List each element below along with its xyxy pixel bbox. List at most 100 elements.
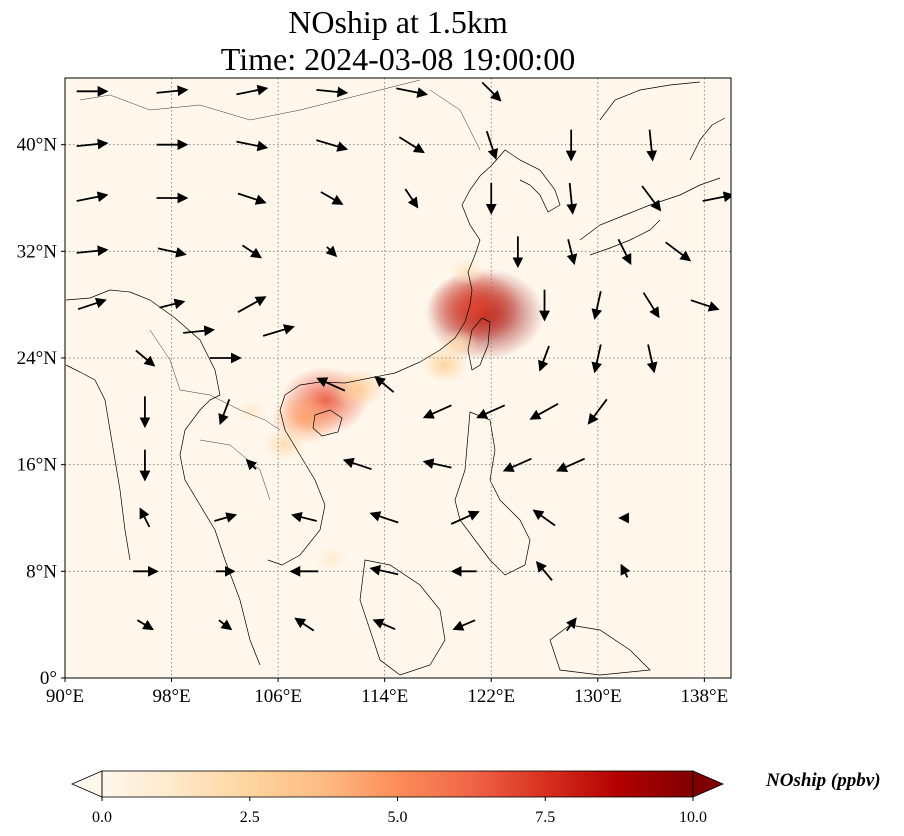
wind-arrow [646, 129, 658, 162]
chart-title-line1: NOship at 1.5km [288, 4, 508, 40]
y-tick-label: 16°N [17, 455, 58, 476]
wind-arrow [372, 618, 396, 630]
wind-arrow [665, 241, 692, 262]
x-tick-label: 138°E [681, 686, 729, 707]
wind-arrow [641, 185, 662, 212]
wind-arrow [136, 619, 154, 631]
wind-arrow [77, 297, 107, 311]
concentration-hotspot [235, 399, 268, 424]
wind-arrow [591, 344, 603, 374]
y-tick-label: 40°N [17, 135, 58, 156]
wind-arrow [139, 507, 151, 528]
colorbar-label: NOship (ppbv) [766, 770, 881, 791]
wind-arrow [135, 349, 156, 367]
concentration-hotspot [428, 271, 523, 344]
colorbar-gradient [102, 771, 693, 797]
colorbar-tick-label: 5.0 [388, 809, 408, 826]
wind-arrow [316, 86, 349, 98]
colorbar-tick-label: 2.5 [240, 809, 260, 826]
wind-arrow [76, 138, 109, 150]
wind-arrow [237, 192, 267, 205]
wind-arrow [291, 511, 317, 523]
wind-arrow [218, 619, 233, 631]
wind-arrow [452, 619, 476, 631]
wind-arrow [316, 377, 346, 392]
wind-arrow [476, 404, 506, 419]
wind-arrow [587, 398, 608, 425]
wind-arrow [620, 563, 631, 578]
y-tick-label: 32°N [17, 241, 58, 262]
wind-arrow [502, 457, 532, 472]
chart-title-line2: Time: 2024-03-08 19:00:00 [220, 41, 576, 77]
wind-arrow [262, 324, 295, 337]
y-axis-ticks: 0° 8°N 16°N 24°N 32°N 40°N [17, 135, 65, 689]
wind-arrow [157, 247, 187, 258]
colorbar-ticks: 0.0 2.5 5.0 7.5 10.0 [92, 797, 707, 826]
wind-arrow [214, 512, 238, 523]
wind-arrow [76, 245, 109, 257]
wind-arrow [159, 298, 186, 310]
wind-arrow [617, 238, 632, 265]
wind-arrow [702, 191, 731, 203]
x-tick-label: 130°E [574, 686, 622, 707]
x-tick-label: 122°E [467, 686, 515, 707]
wind-arrow [450, 510, 480, 525]
x-tick-label: 106°E [254, 686, 302, 707]
wind-arrow [532, 509, 556, 527]
wind-arrow [565, 617, 577, 632]
wind-arrow [320, 191, 344, 205]
plot-background [65, 78, 731, 678]
wind-arrow [325, 245, 338, 258]
y-tick-label: 8°N [26, 561, 57, 582]
coastlines [65, 81, 726, 676]
wind-arrow [404, 188, 419, 209]
concentration-hotspot [332, 368, 385, 409]
colorbar-extend-high [692, 770, 725, 798]
wind-arrow [690, 299, 720, 312]
wind-arrow [485, 130, 499, 160]
wind-arrow [369, 511, 399, 524]
wind-arrow [236, 140, 269, 152]
colorbar-tick-label: 10.0 [679, 809, 707, 826]
wind-vectors [76, 81, 731, 632]
wind-arrow [591, 290, 603, 320]
wind-arrow [183, 325, 215, 337]
wind-arrow [396, 87, 429, 98]
x-axis-ticks: 90°E 98°E 106°E 114°E 122°E 130°E 138°E [46, 678, 728, 707]
concentration-hotspot [315, 546, 347, 570]
colorbar-extend-low [70, 770, 103, 798]
x-tick-label: 90°E [46, 686, 84, 707]
wind-arrow [646, 344, 658, 374]
wind-arrow [642, 292, 660, 319]
country-borders [79, 79, 481, 501]
wind-arrow [535, 560, 553, 581]
x-tick-label: 114°E [361, 686, 408, 707]
wind-arrow [218, 399, 231, 426]
wind-arrow [374, 376, 395, 393]
wind-arrow [566, 182, 578, 215]
y-tick-label: 24°N [17, 348, 58, 369]
wind-arrow [237, 296, 267, 313]
wind-arrow [156, 85, 189, 97]
wind-arrow [566, 239, 578, 266]
wind-arrow [422, 458, 452, 469]
wind-arrow [241, 244, 262, 259]
wind-arrow [76, 191, 109, 203]
wind-arrow [398, 136, 425, 154]
colorbar-tick-label: 7.5 [535, 809, 555, 826]
wind-arrow [422, 404, 452, 419]
concentration-hotspot [263, 428, 306, 461]
colorbar-tick-label: 0.0 [92, 809, 112, 826]
wind-arrow [294, 617, 315, 632]
wind-arrow [369, 565, 399, 576]
wind-arrow [556, 457, 586, 472]
wind-arrow [236, 84, 269, 96]
colorbar: 0.0 2.5 5.0 7.5 10.0 [70, 770, 725, 826]
wind-arrow [481, 81, 502, 102]
wind-arrow [342, 457, 372, 471]
wind-arrow [529, 403, 559, 420]
wind-arrow [245, 458, 258, 471]
wind-arrow [316, 139, 349, 152]
concentration-hotspot [449, 257, 486, 286]
